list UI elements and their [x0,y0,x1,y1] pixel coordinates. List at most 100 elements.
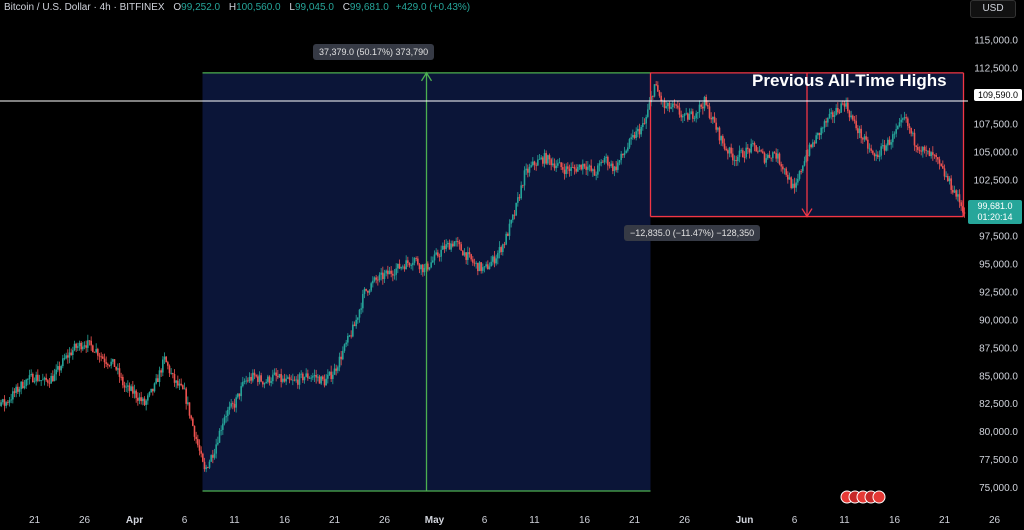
y-tick-label: 112,500.0 [974,63,1018,74]
candle-body [405,260,407,270]
candle-body [690,111,692,115]
candle-body [300,373,302,375]
candle-body [793,183,796,188]
candle-body [252,372,254,381]
candle-body [802,165,804,172]
candle-body [50,375,52,384]
candle-body [497,252,499,259]
candle-body [317,376,319,378]
candle-body [55,369,57,375]
candle-body [195,436,197,440]
event-flags-icon [840,490,886,504]
candle-body [572,167,574,168]
candle-body [833,114,836,117]
candle-body [702,106,704,109]
candle-body [888,139,891,145]
candle-body [650,96,652,103]
close-value: 99,681.0 [349,2,389,13]
candle-body [922,146,924,152]
candle-body [130,386,132,391]
candle-body [38,380,41,382]
y-tick-label: 77,500.0 [979,455,1018,466]
candle-body [568,168,571,171]
candle-body [82,346,84,350]
candle-body [305,373,307,377]
candle-body [933,154,936,156]
candle-body [557,163,559,166]
candle-body [378,274,381,281]
countdown-value: 01:20:14 [977,212,1013,222]
candle-body [52,375,54,382]
candle-body [655,84,657,86]
candle-body [188,402,191,416]
candle-body [818,132,821,135]
candle-body [723,143,726,149]
candle-body [233,403,236,408]
candle-body [143,398,146,405]
candle-body [897,125,899,130]
candle-body [248,377,251,382]
candle-body [217,442,219,445]
candle-body [695,113,697,119]
candle-body [342,350,344,360]
candle-body [740,150,742,152]
candle-body [730,147,732,154]
x-tick-label: 26 [79,515,91,526]
candle-body [727,150,729,154]
candle-body [717,127,719,130]
candle-body [158,370,161,382]
candle-body [618,160,621,163]
candle-body [168,365,171,374]
candle-body [660,95,662,102]
candle-body [475,262,477,264]
candle-body [492,256,494,262]
candle-body [210,455,212,462]
candle-body [527,168,529,173]
candle-body [408,263,411,266]
candle-body [175,380,177,383]
candle-body [587,166,589,170]
candle-body [615,166,617,170]
candle-body [725,148,727,151]
candle-body [23,386,26,388]
candle-body [803,161,806,166]
candle-body [867,139,869,149]
candle-body [935,154,937,158]
candle-body [442,245,444,250]
candle-body [375,277,377,280]
candle-body [917,146,919,150]
candle-body [768,154,771,158]
candle-body [697,112,699,114]
candle-body [100,356,102,358]
candle-body [422,264,424,273]
candle-body [202,453,204,462]
candle-body [302,373,304,381]
candle-body [808,144,811,156]
last-price-value: 99,681.0 [977,201,1013,211]
candle-body [307,373,309,379]
candle-body [677,105,679,108]
candle-body [28,375,31,380]
candle-body [638,128,641,135]
y-tick-label: 80,000.0 [979,427,1018,438]
candle-body [545,153,547,164]
candle-body [460,244,462,251]
currency-button[interactable]: USD [970,0,1016,18]
candle-body [433,254,436,261]
candle-body [427,263,429,270]
candle-body [708,106,711,118]
x-tick-label: 21 [629,515,641,526]
candle-body [387,270,389,275]
candle-body [683,114,686,116]
candle-body [957,194,959,197]
candle-body [282,378,284,382]
candle-body [908,126,911,129]
x-tick-label: May [425,515,445,526]
candle-body [430,262,432,268]
candle-body [227,409,229,417]
candle-body [88,340,91,342]
candle-body [688,114,691,120]
candle-body [107,363,109,366]
candle-body [760,150,762,152]
